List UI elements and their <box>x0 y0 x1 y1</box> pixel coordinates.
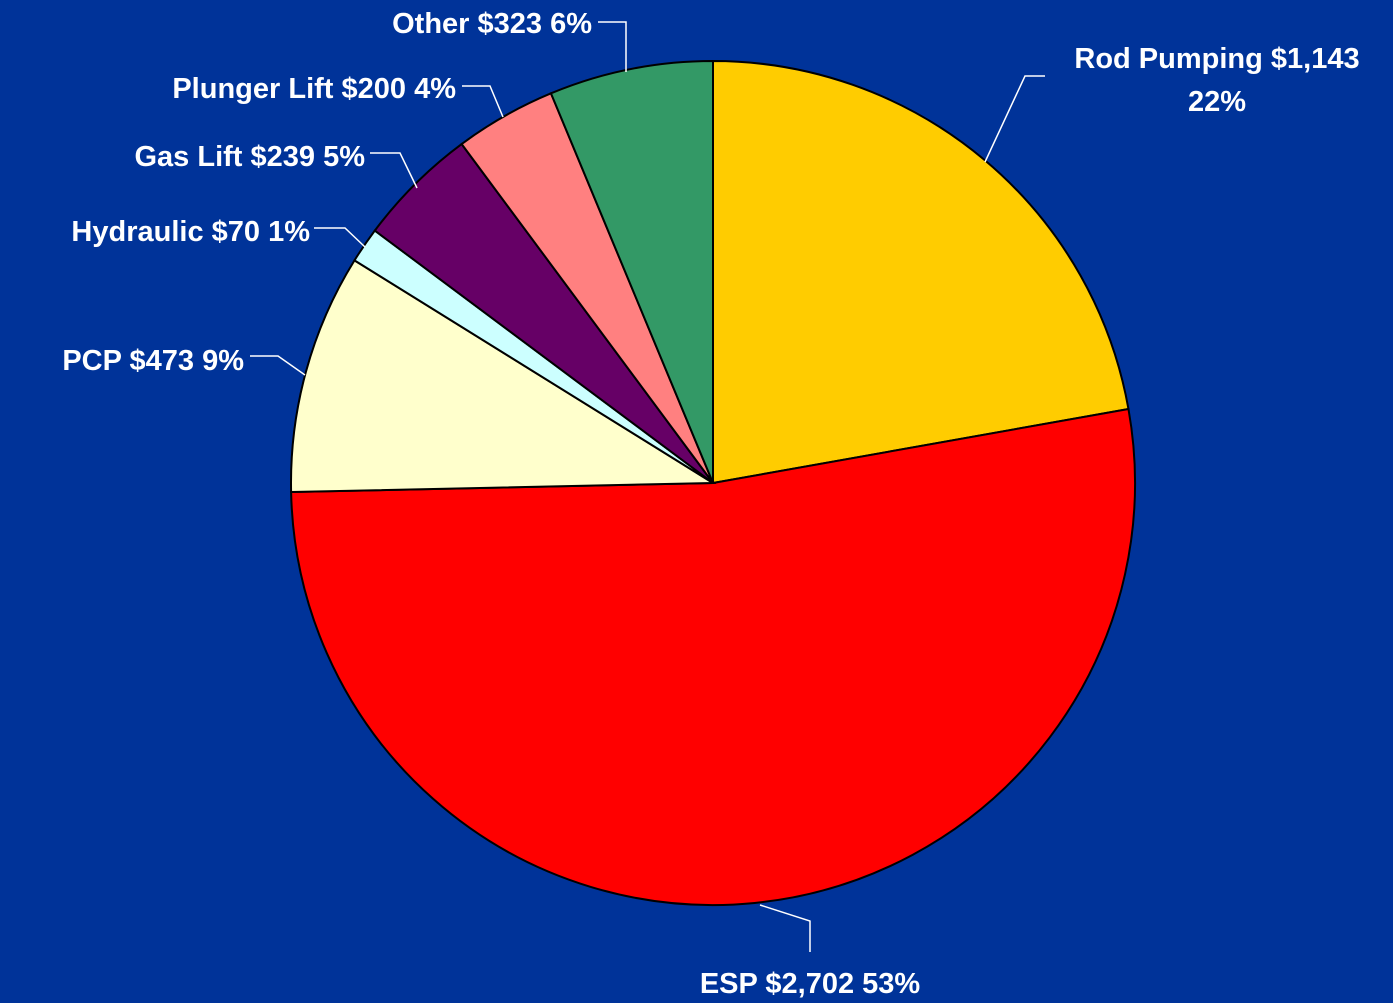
label-esp: ESP $2,702 53% <box>700 968 921 1000</box>
leader-other <box>598 21 627 72</box>
slice-pcp <box>290 258 717 494</box>
label-hydraulic: Hydraulic $70 1% <box>71 216 310 248</box>
leader-plunger-lift <box>462 85 504 118</box>
leader-hydraulic <box>314 227 366 248</box>
label-pcp: PCP $473 9% <box>62 345 244 377</box>
leader-lines <box>250 21 1045 952</box>
label-other: Other $323 6% <box>392 8 592 40</box>
leader-esp <box>759 904 811 952</box>
pie-slices <box>290 59 1136 906</box>
leader-rod-pumping <box>984 75 1045 163</box>
label-gas-lift: Gas Lift $239 5% <box>135 141 366 173</box>
label-plunger-lift: Plunger Lift $200 4% <box>172 73 456 105</box>
slice-other <box>549 59 714 484</box>
slice-rod-pumping <box>712 59 1130 485</box>
leader-gas-lift <box>370 152 418 189</box>
label-rod-pumping-percent: 22% <box>1188 86 1246 118</box>
label-rod-pumping: Rod Pumping $1,143 <box>1074 43 1359 75</box>
leader-pcp <box>250 355 306 376</box>
slice-labels: Rod Pumping $1,143 22% ESP $2,702 53% PC… <box>62 8 1359 1000</box>
slice-esp <box>290 407 1136 906</box>
